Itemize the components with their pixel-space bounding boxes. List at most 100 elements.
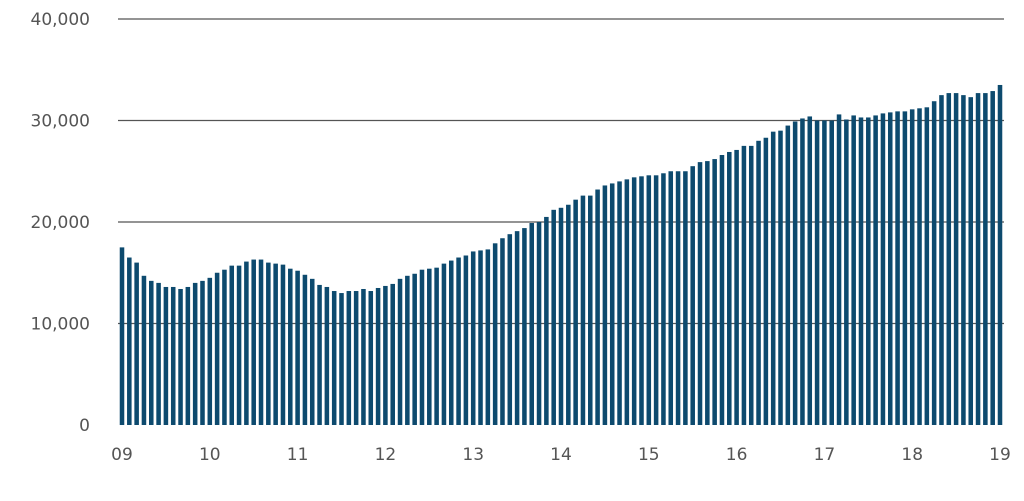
x-tick-label: 14 (550, 445, 572, 465)
bar (317, 284, 322, 425)
bar (134, 262, 139, 425)
bar (178, 288, 183, 425)
bar (573, 199, 578, 425)
bar (595, 189, 600, 425)
bar (646, 175, 652, 425)
bar (529, 223, 535, 425)
bar (558, 207, 564, 425)
bar (295, 270, 300, 425)
bar (997, 84, 1003, 425)
x-tick-label: 16 (726, 445, 748, 465)
bar (756, 140, 761, 426)
y-tick-label: 40,000 (31, 10, 90, 30)
bar (119, 247, 125, 426)
bar (953, 93, 959, 425)
bar (705, 161, 710, 425)
bar (983, 93, 988, 425)
bar (631, 177, 637, 425)
bar (807, 116, 813, 425)
bar (895, 111, 900, 426)
y-tick-label: 10,000 (31, 315, 90, 335)
bar (617, 181, 622, 425)
x-tick-label: 18 (901, 445, 923, 465)
bar (719, 155, 725, 425)
bar (368, 291, 374, 425)
bar (456, 257, 461, 425)
bar (800, 118, 805, 425)
bar (851, 115, 856, 426)
x-tick-label: 17 (814, 445, 836, 465)
bar (244, 261, 249, 425)
bar (434, 267, 439, 425)
bar (858, 117, 864, 426)
bar (170, 286, 176, 425)
bar (909, 109, 915, 425)
bar (492, 243, 498, 425)
bar (931, 101, 937, 425)
bar (544, 216, 549, 425)
bar (324, 286, 330, 425)
bar (156, 282, 161, 425)
bar (697, 162, 703, 425)
bar (873, 115, 878, 426)
bar (266, 262, 271, 425)
bar (887, 112, 893, 425)
bar (361, 288, 366, 425)
bar (734, 149, 739, 425)
bar (785, 125, 791, 425)
bar (280, 264, 286, 425)
y-tick-label: 20,000 (31, 213, 90, 233)
bar (961, 95, 966, 426)
bar (192, 282, 198, 425)
bar (939, 95, 944, 426)
bar (339, 293, 344, 425)
bar (770, 131, 776, 425)
bar (288, 268, 293, 425)
bar (924, 107, 930, 425)
bar (200, 280, 205, 425)
bar (902, 111, 908, 426)
bar (251, 259, 256, 425)
bar (683, 171, 688, 425)
bar (844, 119, 849, 426)
bar (127, 257, 132, 425)
bar (668, 171, 674, 425)
bar (141, 275, 147, 425)
bar (624, 179, 630, 425)
bar (653, 175, 659, 425)
bar (712, 159, 717, 425)
bar (917, 108, 922, 425)
bar (302, 274, 308, 425)
bar (609, 183, 615, 425)
bar (727, 151, 732, 425)
bar (463, 255, 469, 425)
bar (778, 130, 783, 425)
bar (346, 291, 352, 425)
bar (748, 145, 754, 426)
bar (470, 251, 476, 425)
bar (405, 275, 410, 425)
bar (185, 286, 191, 425)
bar (353, 291, 359, 425)
bar (331, 291, 337, 425)
bar (536, 222, 542, 425)
x-tick-label: 12 (375, 445, 397, 465)
bar (968, 97, 974, 425)
bar (419, 269, 425, 425)
bar (222, 269, 227, 425)
bar (588, 195, 593, 425)
bar (690, 166, 695, 425)
bar (792, 121, 798, 425)
y-tick-label: 30,000 (31, 112, 90, 132)
bar (412, 273, 417, 425)
bar (478, 250, 483, 425)
bar (383, 285, 388, 425)
x-tick-label: 10 (199, 445, 221, 465)
bar (500, 238, 505, 425)
bar (149, 280, 154, 425)
bar (507, 234, 513, 425)
bar (448, 260, 454, 425)
bar (741, 145, 747, 426)
bar (566, 204, 571, 425)
